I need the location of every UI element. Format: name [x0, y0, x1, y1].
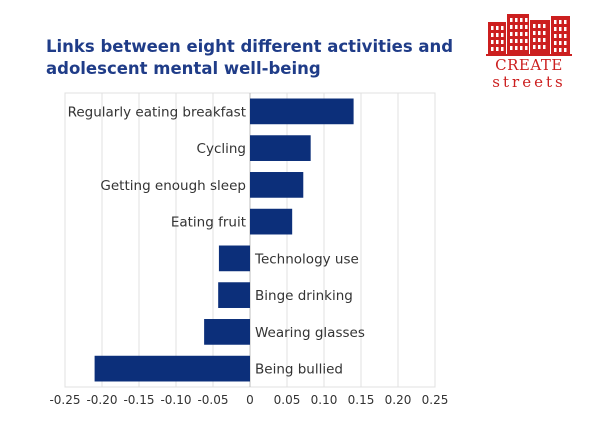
logo-window	[554, 48, 557, 52]
logo-window	[496, 26, 499, 30]
logo-word-create: CREATE	[495, 56, 563, 74]
logo-window	[491, 33, 494, 37]
logo-window	[501, 26, 504, 30]
category-label: Eating fruit	[171, 215, 246, 231]
logo-window	[525, 39, 528, 43]
x-tick-label: -0.15	[123, 393, 154, 407]
logo-window	[515, 25, 518, 29]
logo-window	[554, 27, 557, 31]
logo-window	[510, 39, 513, 43]
logo-window	[501, 33, 504, 37]
logo-window	[525, 18, 528, 22]
logo-window	[515, 39, 518, 43]
chart-title-line2: adolescent mental well-being	[46, 59, 321, 78]
logo-window	[543, 38, 546, 42]
category-label: Technology use	[254, 251, 359, 267]
logo-window	[533, 38, 536, 42]
category-label: Regularly eating breakfast	[68, 104, 246, 120]
logo-window	[510, 46, 513, 50]
logo-window	[543, 24, 546, 28]
logo-window	[533, 45, 536, 49]
x-tick-label: 0.15	[348, 393, 375, 407]
logo-baseline	[486, 54, 572, 56]
buildings-logo-icon	[486, 14, 572, 56]
logo-window	[554, 41, 557, 45]
logo-window	[510, 25, 513, 29]
bar-technology-use	[218, 245, 250, 272]
create-streets-logo	[486, 14, 572, 56]
x-tick-label: -0.05	[197, 393, 228, 407]
logo-window	[496, 47, 499, 51]
bar-binge-drinking	[218, 282, 250, 308]
logo-window	[515, 32, 518, 36]
logo-window	[554, 34, 557, 38]
logo-window	[496, 33, 499, 37]
logo-window	[554, 20, 557, 24]
x-tick-label: 0.20	[385, 393, 412, 407]
logo-window	[564, 41, 567, 45]
logo-window	[520, 46, 523, 50]
logo-window	[533, 24, 536, 28]
logo-window	[520, 39, 523, 43]
logo-window	[559, 48, 562, 52]
logo-window	[543, 31, 546, 35]
x-tick-label: -0.25	[49, 393, 80, 407]
logo-window	[564, 48, 567, 52]
logo-window	[543, 45, 546, 49]
logo-window	[491, 47, 494, 51]
chart-title: Links between eight different activities…	[46, 36, 476, 80]
bar-eating-fruit	[250, 208, 293, 235]
logo-window	[520, 25, 523, 29]
logo-window	[510, 32, 513, 36]
logo-window	[538, 45, 541, 49]
bar-regularly-eating-breakfast	[250, 98, 354, 125]
x-tick-label: -0.20	[86, 393, 117, 407]
logo-window	[510, 18, 513, 22]
x-axis-tick-labels: -0.25 -0.20 -0.15 -0.10 -0.05 0 0.05 0.10 0.15 0.…	[49, 393, 448, 407]
logo-window	[559, 20, 562, 24]
x-tick-label: 0.25	[422, 393, 449, 407]
logo-window	[564, 20, 567, 24]
logo-building	[507, 14, 529, 54]
logo-window	[559, 27, 562, 31]
bars	[94, 98, 354, 382]
x-tick-label: 0.05	[274, 393, 301, 407]
chart-title-line1: Links between eight different activities…	[46, 37, 454, 56]
logo-window	[525, 25, 528, 29]
logo-word-streets: streets	[492, 73, 566, 91]
bar-wearing-glasses	[204, 319, 250, 345]
bar-being-bullied	[94, 355, 250, 382]
logo-window	[533, 31, 536, 35]
logo-window	[538, 24, 541, 28]
x-tick-label: 0	[246, 393, 254, 407]
logo-window	[525, 32, 528, 36]
logo-window	[496, 40, 499, 44]
bar-getting-enough-sleep	[250, 172, 304, 198]
logo-window	[559, 41, 562, 45]
category-labels: Regularly eating breakfast Cycling Getting…	[68, 104, 365, 377]
logo-window	[538, 38, 541, 42]
logo-window	[564, 27, 567, 31]
logo-window	[538, 31, 541, 35]
logo-window	[491, 40, 494, 44]
x-tick-label: 0.10	[311, 393, 338, 407]
logo-window	[491, 26, 494, 30]
bar-cycling	[250, 135, 311, 161]
logo-window	[564, 34, 567, 38]
logo-window	[501, 40, 504, 44]
category-label: Getting enough sleep	[100, 178, 246, 194]
x-tick-label: -0.10	[160, 393, 191, 407]
logo-window	[515, 18, 518, 22]
category-label: Wearing glasses	[255, 325, 365, 341]
category-label: Cycling	[197, 141, 246, 157]
category-label: Being bullied	[255, 362, 343, 378]
category-label: Binge drinking	[255, 288, 353, 304]
logo-window	[520, 18, 523, 22]
logo-window	[525, 46, 528, 50]
logo-window	[559, 34, 562, 38]
logo-window	[501, 47, 504, 51]
logo-window	[515, 46, 518, 50]
logo-window	[520, 32, 523, 36]
